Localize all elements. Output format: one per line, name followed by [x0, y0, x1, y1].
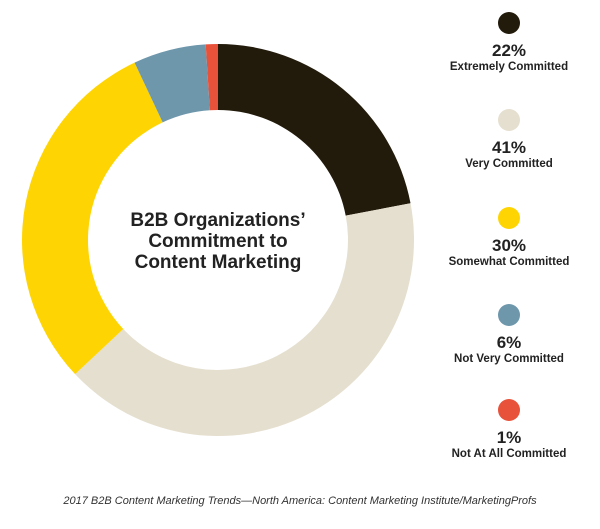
legend-dot: [498, 207, 520, 229]
donut-chart: [21, 44, 415, 436]
legend-percent: 22%: [491, 41, 527, 60]
slice-very-committed: [75, 203, 415, 436]
legend-item-not-very-committed: 6% Not Very Committed: [430, 304, 588, 366]
slice-extremely-committed: [218, 44, 411, 216]
legend-dot: [498, 399, 520, 421]
legend-label: Extremely Committed: [449, 61, 569, 73]
source-caption: 2017 B2B Content Marketing Trends—North …: [63, 495, 537, 507]
chart-title-line-3: Content Marketing: [134, 252, 302, 273]
chart-title-line-1: B2B Organizations’: [130, 210, 306, 231]
chart-title-line-2: Commitment to: [148, 231, 288, 252]
legend-item-somewhat-committed: 30% Somewhat Committed: [430, 207, 588, 269]
legend-percent: 41%: [491, 138, 527, 157]
legend-label: Not At All Committed: [451, 448, 567, 460]
legend-dot: [498, 109, 520, 131]
slice-somewhat-committed: [21, 62, 163, 375]
legend-item-not-at-all-committed: 1% Not At All Committed: [430, 399, 588, 461]
legend-percent: 6%: [496, 333, 522, 352]
legend-label: Very Committed: [465, 158, 553, 170]
slice-not-very-committed: [134, 44, 210, 123]
legend-item-very-committed: 41% Very Committed: [430, 109, 588, 171]
legend-label: Somewhat Committed: [448, 256, 570, 268]
chart-title: B2B Organizations’ Commitment to Content…: [118, 210, 318, 273]
legend-dot: [498, 12, 520, 34]
legend-dot: [498, 304, 520, 326]
legend-percent: 30%: [491, 236, 527, 255]
legend-percent: 1%: [496, 428, 522, 447]
legend-item-extremely-committed: 22% Extremely Committed: [430, 12, 588, 74]
legend-label: Not Very Committed: [454, 353, 564, 365]
slice-not-at-all-committed: [205, 44, 218, 111]
